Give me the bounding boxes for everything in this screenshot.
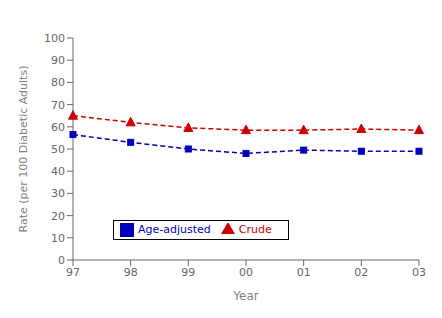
- svg-text:40: 40: [51, 165, 65, 178]
- svg-text:90: 90: [51, 54, 65, 67]
- svg-text:80: 80: [51, 76, 65, 89]
- html-text:Crude: Crude: [238, 223, 272, 236]
- svg-text:Year: Year: [232, 289, 258, 303]
- svg-text:20: 20: [51, 210, 65, 223]
- svg-text:60: 60: [51, 121, 65, 134]
- svg-text:70: 70: [51, 99, 65, 112]
- html-text:Age-adjusted: Age-adjusted: [138, 223, 211, 236]
- svg-text:00: 00: [239, 266, 253, 279]
- svg-text:99: 99: [181, 266, 195, 279]
- svg-text:02: 02: [354, 266, 368, 279]
- svg-text:97: 97: [66, 266, 80, 279]
- svg-text:03: 03: [412, 266, 426, 279]
- svg-text:98: 98: [124, 266, 138, 279]
- svg-text:01: 01: [297, 266, 311, 279]
- svg-text:100: 100: [44, 32, 65, 45]
- svg-text:0: 0: [58, 254, 65, 267]
- svg-text:30: 30: [51, 187, 65, 200]
- svg-text:50: 50: [51, 143, 65, 156]
- svg-text:10: 10: [51, 232, 65, 245]
- svg-text:Rate (per 100 Diabetic Adults): Rate (per 100 Diabetic Adults): [17, 66, 30, 233]
